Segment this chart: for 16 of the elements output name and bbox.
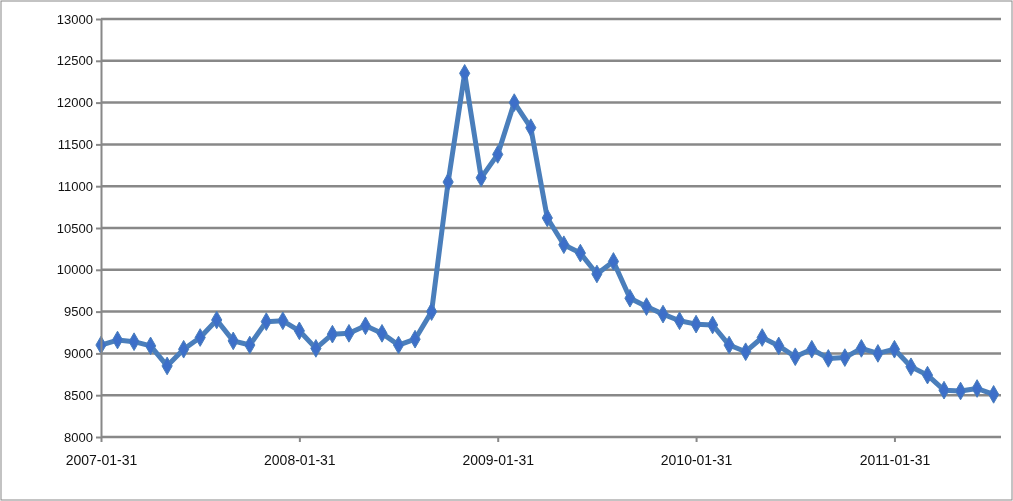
- y-tick-label: 12500: [56, 53, 93, 69]
- y-tick-label: 13000: [56, 11, 93, 27]
- x-tick-label: 2011-01-31: [859, 451, 931, 468]
- y-tick-label: 9000: [64, 346, 93, 362]
- x-tick-label: 2008-01-31: [264, 451, 336, 468]
- y-tick-label: 10000: [56, 262, 93, 278]
- x-tick-label: 2010-01-31: [660, 451, 733, 468]
- y-tick-label: 9500: [64, 304, 93, 320]
- x-tick-label: 2007-01-31: [65, 451, 138, 468]
- y-tick-label: 10500: [56, 220, 93, 236]
- y-tick-label: 12000: [56, 95, 93, 111]
- y-tick-label: 8500: [64, 387, 93, 403]
- y-tick-label: 11500: [57, 137, 93, 153]
- y-tick-label: 11000: [57, 178, 93, 194]
- x-tick-label: 2009-01-31: [462, 451, 535, 468]
- y-tick-label: 8000: [64, 429, 93, 445]
